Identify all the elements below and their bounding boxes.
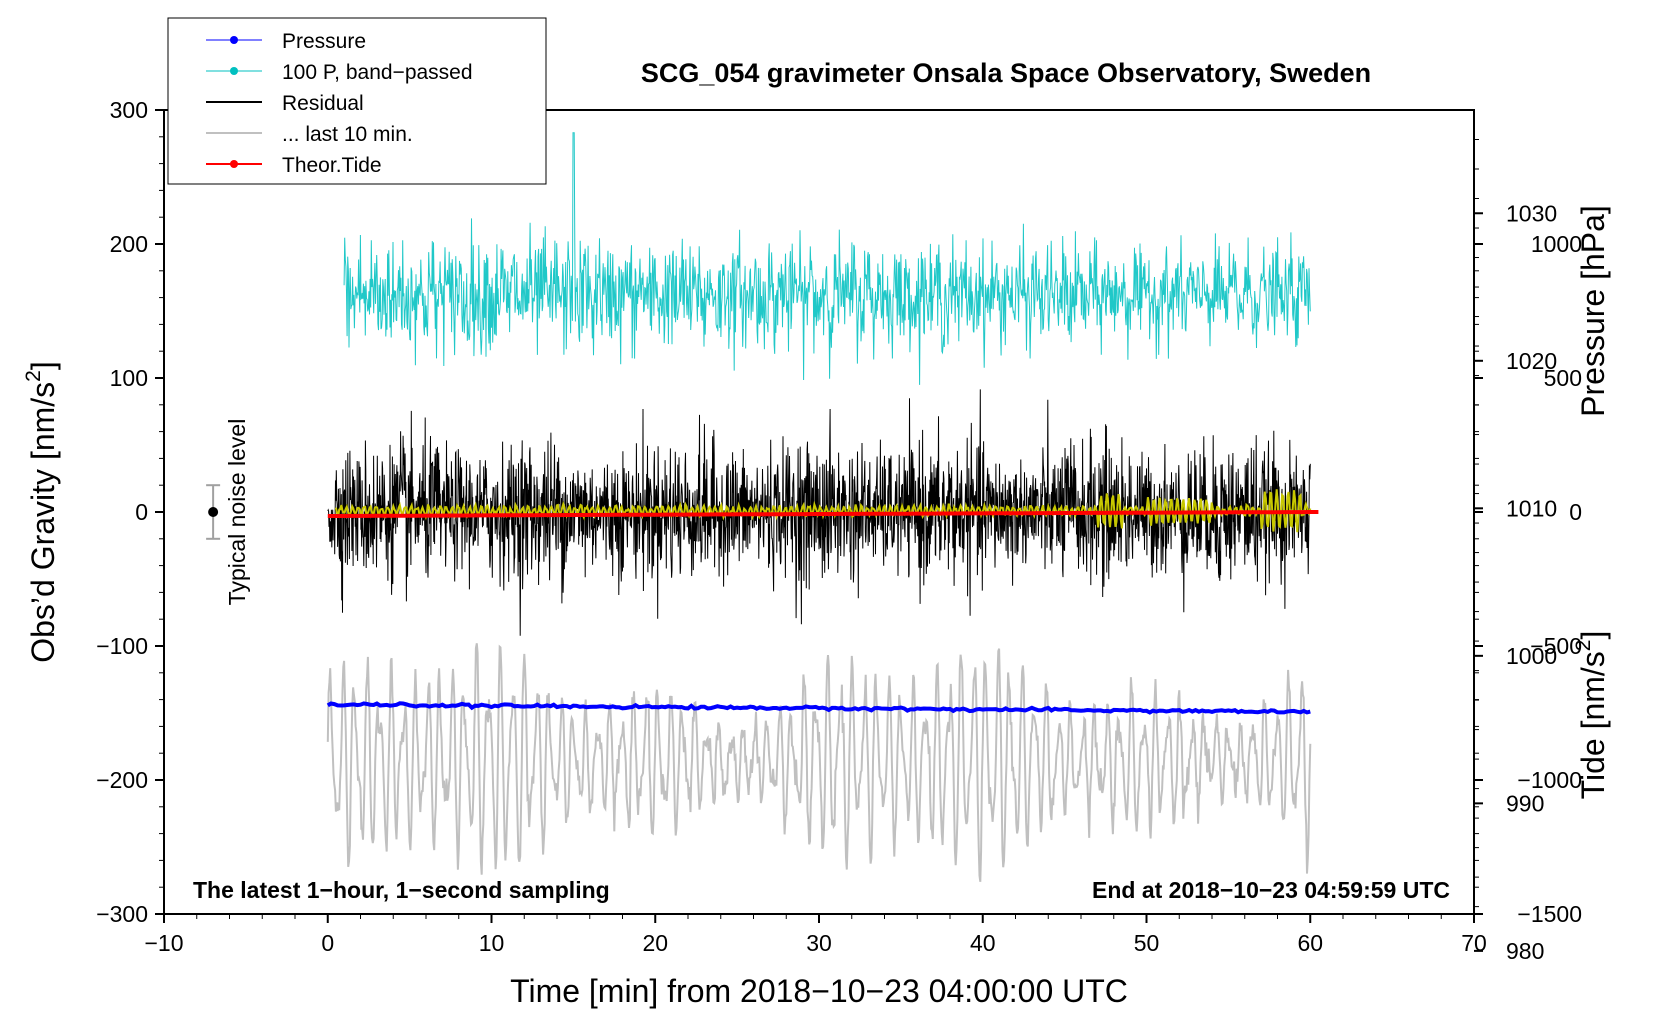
- tide-tick-label: 500: [1544, 365, 1582, 391]
- legend-entry-label: Residual: [282, 92, 364, 115]
- legend-entry-label: Theor.Tide: [282, 154, 382, 177]
- y-tick-label: 0: [135, 499, 148, 525]
- legend-swatch-marker: [230, 160, 238, 168]
- tide-axis-title-sup: 2: [1572, 640, 1595, 652]
- x-tick-label: 50: [1134, 930, 1160, 956]
- y-tick-label: 300: [110, 97, 148, 123]
- chart-title: SCG_054 gravimeter Onsala Space Observat…: [641, 58, 1371, 88]
- x-tick-label: −10: [144, 930, 183, 956]
- tide-tick-label: 0: [1569, 499, 1582, 525]
- pressure-tick-label: 980: [1506, 938, 1544, 964]
- series-pressure-line: [326, 701, 1311, 715]
- y-axis-ticks: 300 200 100 0 −100 −200 −300: [96, 97, 164, 927]
- pressure-axis-title: Pressure [hPa]: [1575, 205, 1611, 417]
- y-axis-title-left-sup: 2: [22, 370, 45, 382]
- noise-level-dot: [208, 507, 219, 517]
- x-tick-label: 0: [321, 930, 334, 956]
- pressure-tick-label: 1000: [1506, 643, 1557, 669]
- y-tick-label: 100: [110, 365, 148, 391]
- tide-axis-title-close: ]: [1575, 631, 1611, 640]
- series-last-10-min-line: [326, 643, 1312, 882]
- noise-level-label: Typical noise level: [224, 419, 250, 606]
- tide-tick-label: 1000: [1531, 231, 1582, 257]
- y-axis-title-left-main: Obs’d Gravity [nm/s: [25, 382, 61, 663]
- x-tick-label: 10: [479, 930, 505, 956]
- series-theoretical-tide-line: [327, 510, 1319, 518]
- legend-entry-label: 100 P, band−passed: [282, 61, 473, 84]
- legend: Pressure 100 P, band−passed Residual ... la…: [167, 17, 547, 185]
- tide-axis-ticks: 1000 500 0 −500 −1000 −1500: [1474, 231, 1582, 927]
- series-residual-line: [327, 389, 1311, 636]
- y-tick-label: −200: [96, 767, 148, 793]
- pressure-tick-label: 1010: [1506, 495, 1557, 521]
- legend-entry-label: Pressure: [282, 30, 366, 53]
- tide-axis-title-main: Tide [nm/s: [1575, 651, 1611, 799]
- x-tick-label: 30: [806, 930, 832, 956]
- tide-axis-title: Tide [nm/s2]: [1572, 631, 1611, 800]
- legend-entry-label: ... last 10 min.: [282, 123, 413, 146]
- tide-tick-label: −500: [1530, 633, 1582, 659]
- y-axis-title-left-close: ]: [25, 361, 61, 370]
- series-layer: [326, 132, 1319, 882]
- x-tick-label: 20: [642, 930, 668, 956]
- y-tick-label: 200: [110, 231, 148, 257]
- x-axis-title: Time [min] from 2018−10−23 04:00:00 UTC: [510, 973, 1128, 1009]
- pressure-axis-ticks: 1030 1020 1010 1000 990 980: [1474, 139, 1557, 964]
- legend-swatch-marker: [230, 67, 238, 75]
- series-bandpassed-pressure-line: [343, 132, 1311, 385]
- legend-swatch-marker: [230, 36, 238, 44]
- y-axis-title-left: Obs’d Gravity [nm/s2]: [22, 361, 61, 663]
- y-tick-label: −300: [96, 901, 148, 927]
- legend-entries: Pressure 100 P, band−passed Residual ... la…: [206, 30, 473, 177]
- tide-tick-label: −1000: [1517, 767, 1582, 793]
- pressure-tick-label: 1030: [1506, 200, 1557, 226]
- pressure-tick-label: 990: [1506, 790, 1544, 816]
- noise-level-indicator: Typical noise level: [206, 419, 250, 606]
- x-tick-label: 60: [1297, 930, 1323, 956]
- y-tick-label: −100: [96, 633, 148, 659]
- x-tick-label: 70: [1461, 930, 1487, 956]
- annotation-bottom-right: End at 2018−10−23 04:59:59 UTC: [1092, 877, 1450, 903]
- tide-tick-label: −1500: [1517, 901, 1582, 927]
- x-axis-ticks: −10 0 10 20 30 40 50 60 70: [144, 914, 1487, 956]
- x-tick-label: 40: [970, 930, 996, 956]
- annotation-bottom-left: The latest 1−hour, 1−second sampling: [193, 877, 610, 903]
- pressure-tick-label: 1020: [1506, 348, 1557, 374]
